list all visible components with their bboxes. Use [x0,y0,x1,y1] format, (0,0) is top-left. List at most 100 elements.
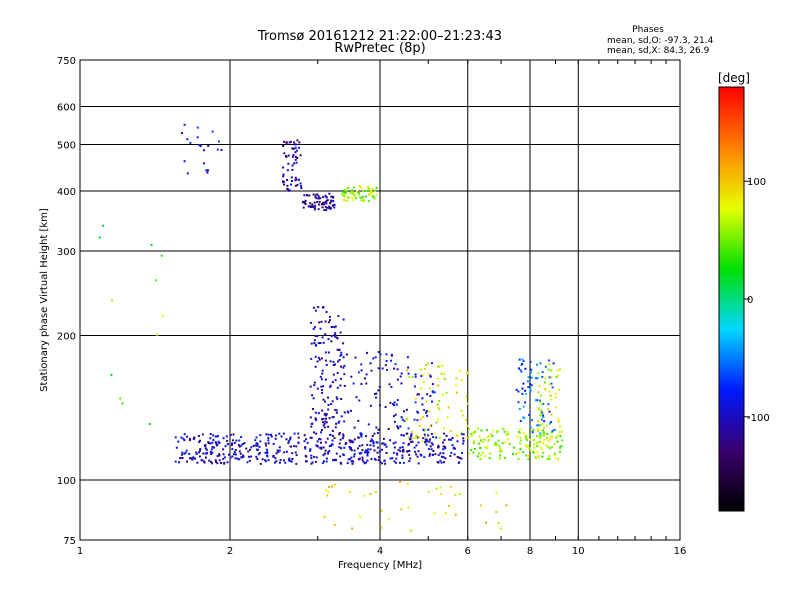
data-point [211,445,214,448]
data-point [559,450,561,453]
data-point [409,437,412,440]
data-point [325,460,328,463]
data-point [322,385,325,388]
colorbar [718,86,745,512]
data-point [317,412,320,415]
data-point [365,382,368,385]
data-point [399,480,402,483]
data-point [357,436,360,439]
data-point [351,188,353,191]
data-point [427,362,430,365]
data-point [549,438,552,441]
data-point [342,435,345,438]
data-point [431,443,434,446]
data-point [450,486,452,489]
data-point [416,419,419,422]
data-point [196,461,199,464]
data-point [338,433,341,436]
data-point [385,452,388,454]
data-point [438,436,441,439]
data-point [411,430,414,433]
data-point [466,371,469,374]
x-tick-label: 6 [465,546,471,557]
data-point [543,426,546,429]
data-point [174,436,177,439]
data-point [406,369,409,372]
data-point [375,426,378,429]
data-point [188,452,191,455]
data-point [218,459,221,462]
data-point [336,386,339,389]
data-point [408,460,411,463]
data-point [320,446,323,449]
data-point [428,453,431,456]
data-point [542,402,545,405]
data-point [361,449,364,452]
data-point [190,457,193,460]
data-point [210,448,213,451]
data-point [540,412,543,415]
data-point [229,433,232,436]
data-point [346,187,348,190]
data-point [376,441,379,444]
data-point [436,461,439,463]
data-point [321,462,324,465]
data-point [439,493,442,496]
data-point [330,443,333,446]
data-point [499,450,502,453]
data-point [201,459,204,462]
data-point [529,449,532,452]
data-point [450,451,453,454]
data-point [378,404,381,407]
chart-title-line1: Tromsø 20161212 21:22:00–21:23:43 [257,29,502,44]
data-point [330,403,333,405]
data-point [402,450,404,453]
data-point [375,392,378,395]
data-point [343,420,346,423]
data-point [397,448,400,451]
data-point [242,455,245,458]
data-point [218,441,221,444]
data-point [205,456,207,459]
data-point [256,442,259,445]
data-point [393,367,396,370]
data-point [231,455,234,458]
data-point [370,369,373,372]
data-point [541,375,544,378]
data-point [315,456,318,459]
data-point [518,358,521,361]
data-point [188,437,191,440]
data-point [527,454,530,457]
data-point [198,455,201,458]
data-point [334,408,337,411]
data-point [415,434,418,437]
data-point [203,162,205,165]
data-point [410,441,413,444]
data-point [372,444,375,447]
data-point [499,458,501,461]
data-point [455,377,458,380]
data-point [534,456,537,459]
colorbar-tick-label: -100 [747,413,770,424]
data-point [340,398,343,400]
data-point [304,446,307,449]
data-point [294,176,297,179]
data-point [278,432,281,435]
data-point [395,452,398,455]
data-point [369,448,372,451]
phases-o-stats: mean, sd,O: -97.3, 21.4 [607,36,714,46]
data-point [512,446,515,449]
data-point [392,442,395,445]
data-point [321,429,323,431]
data-point [376,451,379,454]
data-point [289,445,292,448]
data-point [349,458,351,460]
data-point [466,372,469,375]
data-point [400,416,403,419]
data-point [505,504,508,507]
data-point [468,427,471,430]
data-point [238,445,241,448]
data-point [556,369,559,372]
data-point [294,184,297,187]
axis-ticks: 1 2 4 6 8 10 16 75 100 200 300 400 500 600 750 [57,56,686,557]
